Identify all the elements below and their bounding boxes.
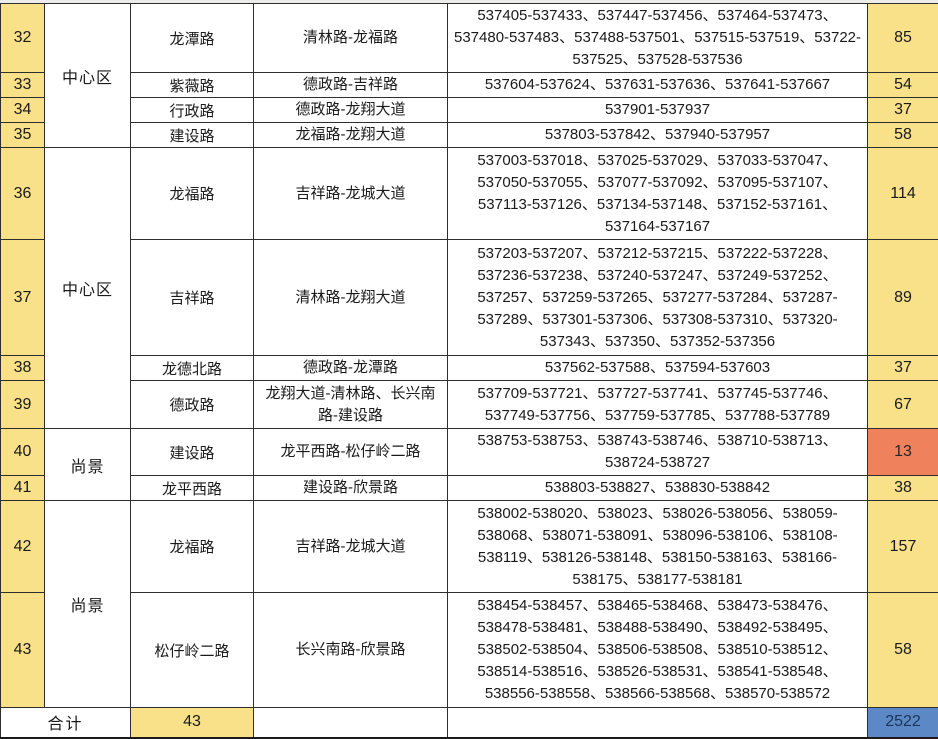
section-cell: 龙翔大道-清林路、长兴南路-建设路: [254, 381, 448, 429]
row-number-cell: 34: [1, 98, 45, 123]
row-number-cell: 41: [1, 476, 45, 501]
section-cell: 龙福路-龙翔大道: [254, 123, 448, 148]
row-number-cell: 32: [1, 4, 45, 73]
road-cell: 紫薇路: [131, 73, 254, 98]
table-row: 33 紫薇路 德政路-吉祥路 537604-537624、537631-5376…: [1, 73, 938, 98]
section-cell: 德政路-吉祥路: [254, 73, 448, 98]
road-cell: 德政路: [131, 381, 254, 429]
row-number-cell: 39: [1, 381, 45, 429]
ranges-cell: 538002-538020、538023、538026-538056、53805…: [448, 501, 868, 593]
count-cell-low: 13: [868, 429, 938, 476]
count-cell: 37: [868, 356, 938, 381]
row-number-cell: 43: [1, 593, 45, 708]
count-cell: 38: [868, 476, 938, 501]
table-row: 34 行政路 德政路-龙翔大道 537901-537937 37: [1, 98, 938, 123]
count-cell: 157: [868, 501, 938, 593]
section-cell: 清林路-龙翔大道: [254, 240, 448, 356]
section-cell: 德政路-龙潭路: [254, 356, 448, 381]
row-number-cell: 33: [1, 73, 45, 98]
count-cell: 114: [868, 148, 938, 240]
table-row: 40 尚景 建设路 龙平西路-松仔岭二路 538753-538753、53874…: [1, 429, 938, 476]
table-row: 35 建设路 龙福路-龙翔大道 537803-537842、537940-537…: [1, 123, 938, 148]
road-cell: 行政路: [131, 98, 254, 123]
count-cell: 54: [868, 73, 938, 98]
table-row: 37 吉祥路 清林路-龙翔大道 537203-537207、537212-537…: [1, 240, 938, 356]
row-number-cell: 38: [1, 356, 45, 381]
road-cell: 建设路: [131, 429, 254, 476]
section-cell: 德政路-龙翔大道: [254, 98, 448, 123]
table-row: 36 中心区 龙福路 吉祥路-龙城大道 537003-537018、537025…: [1, 148, 938, 240]
count-cell: 85: [868, 4, 938, 73]
ranges-cell: 537604-537624、537631-537636、537641-53766…: [448, 73, 868, 98]
street-number-range-table: 32 中心区 龙潭路 清林路-龙福路 537405-537433、537447-…: [0, 3, 938, 739]
count-cell: 37: [868, 98, 938, 123]
ranges-cell: 538454-538457、538465-538468、538473-53847…: [448, 593, 868, 708]
section-cell: 龙平西路-松仔岭二路: [254, 429, 448, 476]
count-cell: 58: [868, 123, 938, 148]
district-cell: 中心区: [45, 148, 131, 429]
table-row: 32 中心区 龙潭路 清林路-龙福路 537405-537433、537447-…: [1, 4, 938, 73]
road-cell: 龙福路: [131, 148, 254, 240]
ranges-cell: 537901-537937: [448, 98, 868, 123]
ranges-cell: 537562-537588、537594-537603: [448, 356, 868, 381]
road-cell: 龙平西路: [131, 476, 254, 501]
section-cell: 吉祥路-龙城大道: [254, 148, 448, 240]
ranges-cell: 537803-537842、537940-537957: [448, 123, 868, 148]
ranges-cell: 538803-538827、538830-538842: [448, 476, 868, 501]
ranges-cell: 538753-538753、538743-538746、538710-53871…: [448, 429, 868, 476]
ranges-cell: 537709-537721、537727-537741、537745-53774…: [448, 381, 868, 429]
count-cell: 67: [868, 381, 938, 429]
road-cell: 建设路: [131, 123, 254, 148]
district-cell: 中心区: [45, 4, 131, 148]
table-row: 39 德政路 龙翔大道-清林路、长兴南路-建设路 537709-537721、5…: [1, 381, 938, 429]
table-row: 41 龙平西路 建设路-欣景路 538803-538827、538830-538…: [1, 476, 938, 501]
road-cell: 龙潭路: [131, 4, 254, 73]
road-cell: 松仔岭二路: [131, 593, 254, 708]
section-cell: 吉祥路-龙城大道: [254, 501, 448, 593]
road-cell: 龙福路: [131, 501, 254, 593]
section-cell: 长兴南路-欣景路: [254, 593, 448, 708]
ranges-cell: 537405-537433、537447-537456、537464-53747…: [448, 4, 868, 73]
district-cell: 尚景: [45, 429, 131, 501]
row-number-cell: 42: [1, 501, 45, 593]
section-cell: 建设路-欣景路: [254, 476, 448, 501]
district-cell: 尚景: [45, 501, 131, 708]
table-row: 38 龙德北路 德政路-龙潭路 537562-537588、537594-537…: [1, 356, 938, 381]
ranges-cell: 537003-537018、537025-537029、537033-53704…: [448, 148, 868, 240]
count-cell: 89: [868, 240, 938, 356]
section-cell: 清林路-龙福路: [254, 4, 448, 73]
table-row: 42 尚景 龙福路 吉祥路-龙城大道 538002-538020、538023、…: [1, 501, 938, 593]
table-row: 43 松仔岭二路 长兴南路-欣景路 538454-538457、538465-5…: [1, 593, 938, 708]
road-cell: 龙德北路: [131, 356, 254, 381]
ranges-cell: 537203-537207、537212-537215、537222-53722…: [448, 240, 868, 356]
row-number-cell: 37: [1, 240, 45, 356]
row-number-cell: 36: [1, 148, 45, 240]
road-cell: 吉祥路: [131, 240, 254, 356]
row-number-cell: 35: [1, 123, 45, 148]
row-number-cell: 40: [1, 429, 45, 476]
count-cell: 58: [868, 593, 938, 708]
